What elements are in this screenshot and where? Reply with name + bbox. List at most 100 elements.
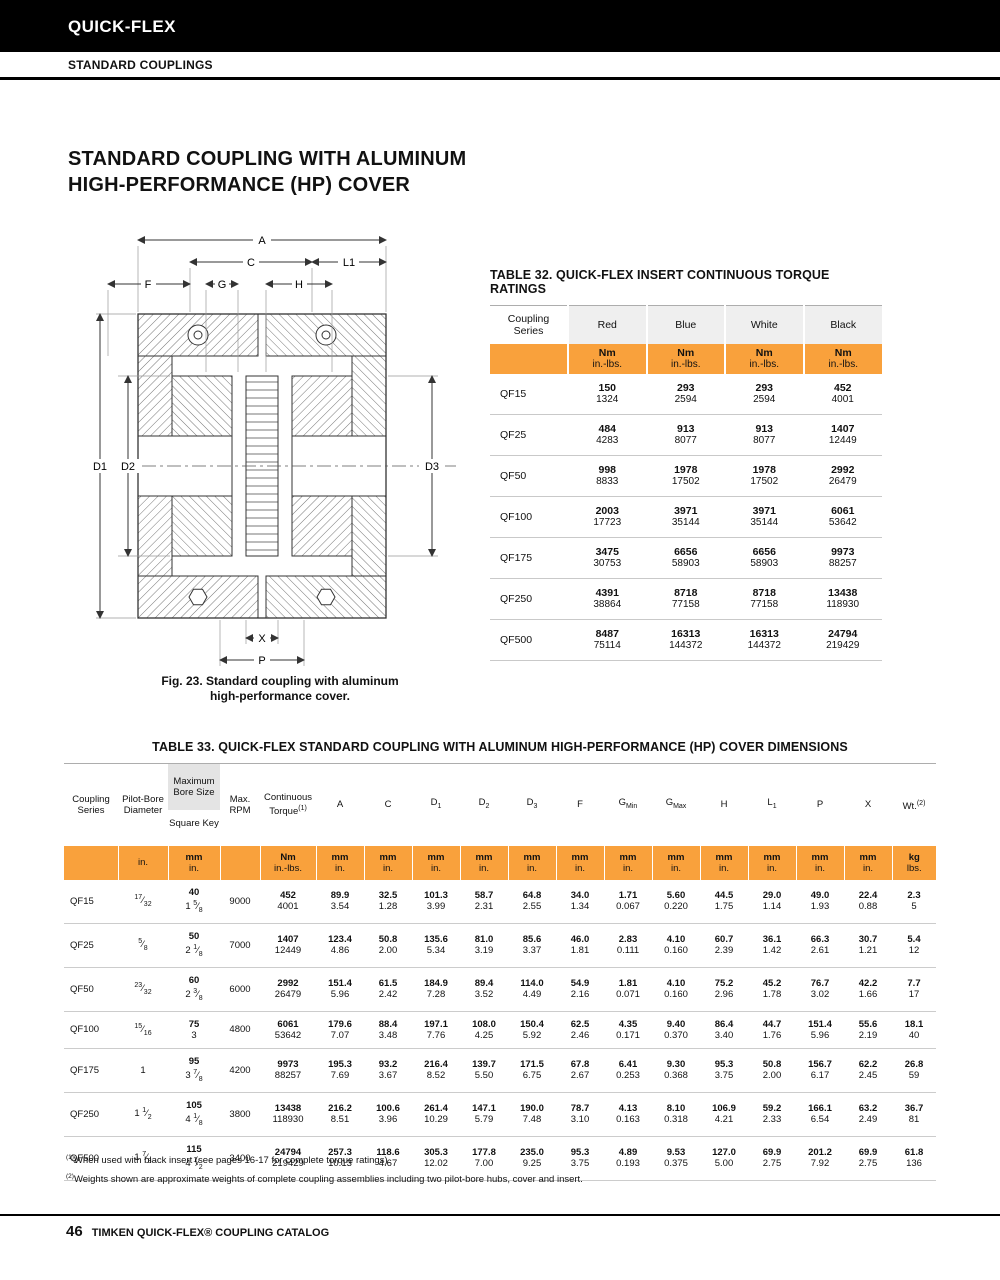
footnote-1: (1)When used with black insert (see page… — [66, 1154, 391, 1167]
dimension-value: 4.10 0.160 — [652, 967, 700, 1012]
table32: Coupling Series Red Blue White Black Nm i… — [490, 305, 882, 661]
max-rpm-value: 3400 — [220, 1136, 260, 1181]
dim-label-d2: D2 — [121, 461, 135, 473]
torque-value: 998 8833 — [568, 455, 647, 497]
dimension-value: 50.8 2.00 — [748, 1048, 796, 1093]
dimension-value: 8.10 0.318 — [652, 1092, 700, 1137]
footnotes: (1)When used with black insert (see page… — [66, 1150, 583, 1188]
dimension-value: 50.8 2.00 — [364, 923, 412, 968]
torque-value: 24794 219429 — [803, 619, 882, 661]
dimension-value: 32.5 1.28 — [364, 879, 412, 924]
dimension-value: 4.10 0.160 — [652, 923, 700, 968]
top-black-bar: QUICK-FLEX — [0, 0, 1000, 52]
dimension-value: 156.7 6.17 — [796, 1048, 844, 1093]
torque-value: 913 8077 — [725, 414, 804, 456]
dimension-value: 216.4 8.52 — [412, 1048, 460, 1093]
torque-value: 3971 35144 — [646, 496, 725, 538]
table32-units-cell: Nm in.-lbs. — [567, 343, 647, 374]
table32-row: QF50 998 8833 1978 17502 1978 17502 2992 26479 — [490, 455, 882, 497]
max-rpm-value: 3800 — [220, 1092, 260, 1137]
dimension-value: 18.1 40 — [892, 1011, 936, 1049]
dimension-value: 36.1 1.42 — [748, 923, 796, 968]
torque-value: 293 2594 — [725, 373, 804, 415]
dimension-value: 24794 219429 — [260, 1136, 316, 1181]
t33-header-max-bore-size: Maximum Bore Size — [168, 764, 220, 810]
pilot-bore-value: 15⁄16 — [118, 1011, 168, 1049]
dimension-value: 147.1 5.79 — [460, 1092, 508, 1137]
dimension-value: 22.4 0.88 — [844, 879, 892, 924]
table32-units-empty — [490, 343, 568, 374]
dimension-value: 171.5 6.75 — [508, 1048, 556, 1093]
torque-value: 6656 58903 — [646, 537, 725, 579]
torque-value: 150 1324 — [568, 373, 647, 415]
dimension-value: 195.3 7.69 — [316, 1048, 364, 1093]
coupling-series-label: QF50 — [64, 967, 118, 1012]
dimension-value: 106.9 4.21 — [700, 1092, 748, 1137]
table33-units-row: in. mm in. Nm in.-lbs. mm in. mm in. mm in. m… — [64, 845, 936, 880]
max-rpm-value: 4200 — [220, 1048, 260, 1093]
dimension-value: 75.2 2.96 — [700, 967, 748, 1012]
dimension-value: 66.3 2.61 — [796, 923, 844, 968]
torque-value: 16313 144372 — [646, 619, 725, 661]
t33-header-pilot-bore: Pilot-Bore Diameter — [118, 763, 168, 846]
torque-value: 484 4283 — [568, 414, 647, 456]
dimension-value: 216.2 8.51 — [316, 1092, 364, 1137]
dimension-value: 88.4 3.48 — [364, 1011, 412, 1049]
t33-units-dim: mm in. — [315, 845, 364, 880]
t33-header-p: P — [796, 763, 844, 846]
coupling-series-label: QF250 — [64, 1092, 118, 1137]
dimension-value: 36.7 81 — [892, 1092, 936, 1137]
footer-rule — [0, 1214, 1000, 1216]
bottom-right-hex-bolt — [316, 588, 336, 606]
t33-header-c: C — [364, 763, 412, 846]
dimension-value: 257.3 10.13 — [316, 1136, 364, 1181]
torque-value: 8718 77158 — [725, 578, 804, 620]
dimension-value: 81.0 3.19 — [460, 923, 508, 968]
torque-value: 6656 58903 — [725, 537, 804, 579]
dimension-value: 42.2 1.66 — [844, 967, 892, 1012]
table32-row: QF500 8487 75114 16313 144372 16313 144372 2479… — [490, 619, 882, 661]
dimension-value: 63.2 2.49 — [844, 1092, 892, 1137]
torque-value: 1978 17502 — [646, 455, 725, 497]
dimension-value: 6.41 0.253 — [604, 1048, 652, 1093]
max-bore-value: 105 4 1⁄8 — [168, 1092, 220, 1137]
table33-row: QF25 5⁄8 50 2 1⁄8 7000 1407 12449 123.4 4.86 50.8… — [64, 923, 936, 968]
table32-units-cell: Nm in.-lbs. — [724, 343, 804, 374]
table32-row: QF250 4391 38864 8718 77158 8718 77158 13438 118… — [490, 578, 882, 620]
coupling-series-label: QF15 — [490, 373, 568, 415]
dimension-value: 2992 26479 — [260, 967, 316, 1012]
max-bore-value: 40 1 5⁄8 — [168, 879, 220, 924]
dimension-value: 76.7 3.02 — [796, 967, 844, 1012]
t33-units-bore: mm in. — [167, 845, 220, 880]
t33-units-dim: mm in. — [795, 845, 844, 880]
max-bore-value: 115 4 1⁄2 — [168, 1136, 220, 1181]
dimension-value: 95.3 3.75 — [556, 1136, 604, 1181]
dimension-value: 5.4 12 — [892, 923, 936, 968]
coupling-series-label: QF15 — [64, 879, 118, 924]
dimension-value: 58.7 2.31 — [460, 879, 508, 924]
dimension-value: 4.35 0.171 — [604, 1011, 652, 1049]
dimension-value: 2.3 5 — [892, 879, 936, 924]
t33-header-series: Coupling Series — [64, 763, 118, 846]
t33-units-dim: mm in. — [555, 845, 604, 880]
max-rpm-value: 6000 — [220, 967, 260, 1012]
dim-label-x: X — [258, 633, 266, 645]
table32-header-red: Red — [567, 305, 647, 344]
dimension-value: 62.5 2.46 — [556, 1011, 604, 1049]
table32-header-blue: Blue — [645, 305, 725, 344]
max-rpm-value: 4800 — [220, 1011, 260, 1049]
t33-header-wt: Wt.(2) — [892, 763, 936, 846]
dimension-value: 9.30 0.368 — [652, 1048, 700, 1093]
dimension-value: 101.3 3.99 — [412, 879, 460, 924]
table32-title: TABLE 32. QUICK-FLEX INSERT CONTINUOUS T… — [490, 268, 830, 296]
dim-label-l1: L1 — [343, 257, 355, 269]
dimension-value: 30.7 1.21 — [844, 923, 892, 968]
coupling-drawing: A C L1 F G H D1 D2 D3 — [87, 233, 460, 667]
dim-label-a: A — [258, 235, 266, 247]
max-bore-value: 50 2 1⁄8 — [168, 923, 220, 968]
torque-value: 2003 17723 — [568, 496, 647, 538]
t33-header-max-rpm: Max. RPM — [220, 763, 260, 846]
dimension-value: 62.2 2.45 — [844, 1048, 892, 1093]
dimension-value: 9.53 0.375 — [652, 1136, 700, 1181]
torque-value: 8487 75114 — [568, 619, 647, 661]
